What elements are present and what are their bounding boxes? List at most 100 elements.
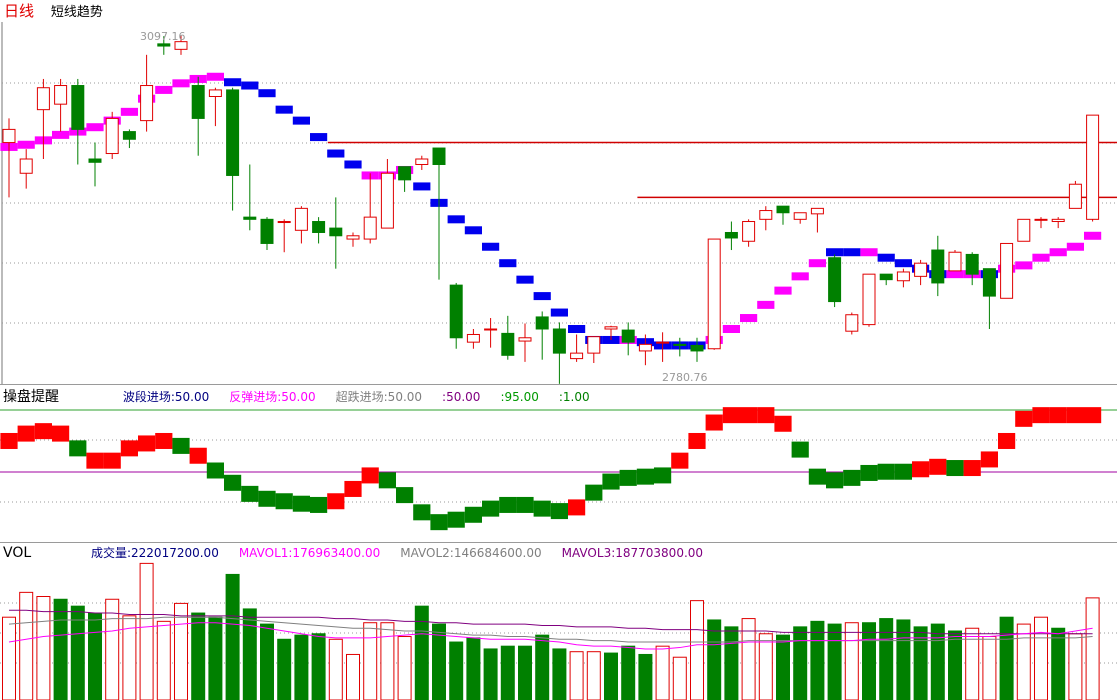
candle-body — [1000, 242, 1014, 299]
candle-body — [277, 221, 291, 224]
volume-bar — [621, 645, 636, 700]
volume-bar — [432, 623, 446, 700]
oscillator-block — [310, 496, 328, 513]
period-label[interactable]: 日线 — [4, 2, 35, 20]
trend-bar — [224, 78, 242, 87]
oscillator-block — [791, 441, 809, 458]
candle-body — [105, 117, 119, 155]
oscillator-block — [275, 493, 293, 510]
oscillator-block — [1032, 407, 1050, 424]
oscillator-chart[interactable] — [0, 384, 1117, 542]
candle-body — [415, 158, 429, 165]
oscillator-block — [292, 495, 310, 512]
candle-body — [432, 147, 446, 165]
volume-bar — [380, 622, 395, 700]
volume-bar — [242, 608, 257, 700]
oscillator-block — [740, 407, 758, 424]
trend-bar — [206, 72, 224, 81]
oscillator-block — [155, 432, 173, 449]
oscillator-panel[interactable]: 操盘提醒 波段进场:50.00 反弹进场:50.00 超跌进场:50.00:50.0… — [0, 384, 1117, 542]
candle-body — [810, 207, 824, 215]
candle-body — [931, 249, 945, 284]
candle-body — [191, 85, 205, 119]
candle-body — [226, 89, 240, 176]
candle-body — [19, 158, 33, 174]
volume-chart[interactable] — [0, 542, 1117, 700]
oscillator-header: 操盘提醒 波段进场:50.00 反弹进场:50.00 超跌进场:50.00:50.0… — [0, 386, 620, 408]
trend-bar — [1084, 231, 1102, 240]
oscillator-block — [929, 458, 947, 475]
volume-bar — [758, 633, 773, 700]
chart-header: 日线 短线趋势 — [0, 0, 113, 22]
oscillator-block — [1015, 410, 1033, 427]
oscillator-block — [980, 451, 998, 468]
trend-bar — [52, 130, 70, 139]
volume-bar — [1085, 597, 1100, 700]
oscillator-block — [447, 511, 465, 528]
oscillator-block — [774, 415, 792, 432]
trend-bar — [722, 324, 740, 333]
panel-divider[interactable] — [0, 384, 1117, 385]
oscillator-block — [654, 467, 672, 484]
oscillator-block — [378, 472, 396, 489]
volume-bar — [741, 618, 756, 700]
candlestick-panel[interactable]: 日线 短线趋势 3097.16 2780.76 — [0, 0, 1117, 384]
oscillator-block — [705, 414, 723, 431]
panel-divider[interactable] — [0, 542, 1117, 543]
volume-bar — [569, 651, 584, 700]
trend-bar — [894, 259, 912, 268]
candle-body — [1034, 218, 1048, 221]
candle-body — [896, 271, 910, 282]
oscillator-block — [464, 506, 482, 523]
volume-bar — [948, 630, 962, 700]
oscillator-block — [103, 452, 121, 469]
trend-bar — [843, 248, 861, 257]
oscillator-block — [482, 500, 500, 517]
volume-bar — [449, 641, 464, 700]
oscillator-block — [550, 503, 568, 520]
volume-bar — [982, 636, 997, 700]
volume-bar — [174, 602, 188, 700]
candle-body — [346, 235, 360, 240]
osc-legend-item: 波段进场:50.00 — [122, 390, 210, 404]
oscillator-block — [533, 500, 551, 517]
trend-bar — [1066, 242, 1084, 251]
candle-body — [879, 273, 893, 281]
candle-body — [587, 336, 601, 354]
volume-bar — [879, 618, 894, 700]
volume-bar — [1051, 627, 1066, 700]
volume-bar — [70, 605, 85, 700]
volume-bar — [1034, 616, 1048, 700]
oscillator-block — [636, 468, 654, 485]
volume-bar — [965, 627, 980, 700]
trend-bar — [774, 286, 792, 295]
volume-bar — [999, 616, 1014, 700]
candle-body — [260, 218, 274, 244]
oscillator-block — [172, 437, 190, 454]
volume-bar — [535, 634, 550, 700]
volume-bar — [827, 623, 842, 700]
oscillator-block — [843, 469, 861, 486]
volume-panel[interactable]: VOL 成交量:222017200.00 MAVOL1:176963400.00 M… — [0, 542, 1117, 700]
oscillator-block — [585, 484, 603, 501]
candlestick-chart[interactable] — [0, 0, 1117, 384]
volume-bar — [518, 645, 532, 700]
trend-bar — [791, 272, 809, 281]
candle-body — [88, 158, 102, 163]
volume-title: VOL — [3, 545, 32, 561]
volume-bar — [862, 622, 876, 700]
volume-bar — [363, 622, 378, 700]
trend-bar — [120, 107, 138, 116]
volume-bar — [810, 620, 825, 700]
volume-bar — [604, 652, 618, 700]
high-price-label: 3097.16 — [140, 30, 186, 43]
candle-body — [518, 337, 532, 342]
trend-bar — [499, 259, 517, 268]
oscillator-block — [258, 490, 276, 507]
volume-bar — [294, 634, 309, 700]
oscillator-block — [499, 496, 517, 513]
oscillator-block — [69, 440, 87, 457]
oscillator-block — [138, 435, 156, 452]
trend-bar — [17, 140, 35, 149]
oscillator-block — [120, 440, 138, 457]
